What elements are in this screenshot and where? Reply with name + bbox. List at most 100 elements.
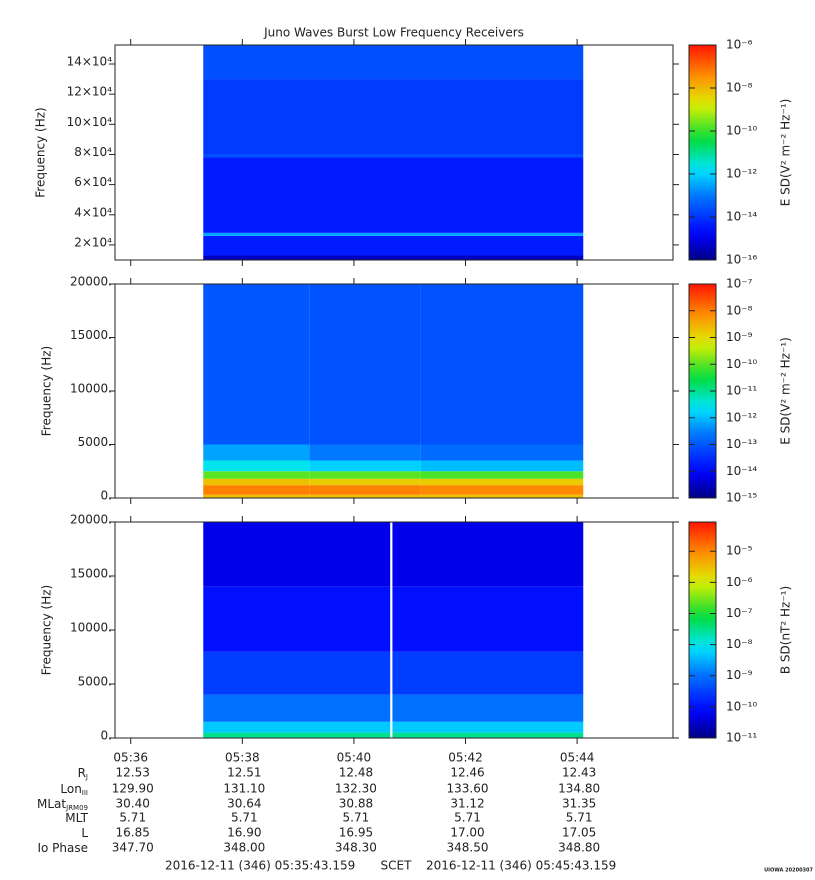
ephemeris-value: 129.90 (112, 782, 154, 796)
y-axis-label: Frequency (Hz) (40, 346, 54, 437)
spectrogram-cell (309, 444, 421, 461)
spectrogram-cell (203, 460, 310, 472)
spectrogram-cell (203, 235, 584, 256)
ephemeris-value: 16.95 (339, 826, 373, 840)
y-tick-label: 5000. (78, 675, 112, 689)
colorbar-tick-label: 10⁻⁷ (726, 606, 753, 620)
y-tick-label: 12×10⁴ (67, 85, 113, 99)
chart-title: Juno Waves Burst Low Frequency Receivers (263, 26, 524, 40)
colorbar-tick-label: 10⁻⁷ (726, 277, 753, 291)
spectrogram-cell (203, 284, 310, 445)
ephemeris-label: RJ (78, 766, 88, 782)
spectrogram-cell (420, 471, 584, 479)
ephemeris-value: 348.80 (558, 841, 600, 855)
x-tick-label: 05:36 (113, 751, 148, 765)
y-tick-label: 10000. (70, 621, 112, 635)
spectrogram-cell (420, 478, 584, 486)
colorbar-tick-label: 10⁻¹⁶ (726, 253, 757, 267)
colorbar-label: E SD(V² m⁻² Hz⁻¹) (779, 99, 793, 207)
colorbar-tick-label: 10⁻⁸ (726, 637, 753, 651)
y-axis-label: Frequency (Hz) (40, 585, 54, 676)
ephemeris-label-sub: JRM09 (65, 804, 88, 812)
credit: UIOWA 20200307 (764, 868, 813, 874)
spectrogram-cell (420, 485, 584, 495)
spectrogram-cell (309, 494, 421, 498)
spectrogram-cell (420, 444, 584, 461)
colorbar-tick-label: 10⁻¹⁰ (726, 124, 757, 138)
spectrogram-cell (203, 478, 310, 486)
ephemeris-value: 12.48 (339, 766, 373, 780)
ephemeris-value: 133.60 (447, 782, 489, 796)
colorbar-tick-label: 10⁻¹³ (726, 437, 757, 451)
spectrogram-cell (203, 471, 310, 479)
spectrogram-cell (309, 284, 421, 445)
colorbar-tick-label: 10⁻⁹ (726, 330, 753, 344)
ephemeris-value: 348.50 (447, 841, 489, 855)
ephemeris-label: MLT (65, 811, 88, 825)
spectrogram-cell (203, 651, 391, 695)
ephemeris-value: 348.30 (335, 841, 377, 855)
spectrogram-cell (420, 460, 584, 472)
spectrogram-cell (203, 157, 584, 233)
y-tick-label: 6×10⁴ (74, 175, 112, 189)
spectrogram-cell (203, 522, 391, 587)
ephemeris-value: 16.90 (227, 826, 261, 840)
spectrogram-cell (309, 460, 421, 472)
y-tick-label: 8×10⁴ (74, 145, 112, 159)
spectrogram-cell (420, 284, 584, 445)
spectrogram-cell (392, 721, 584, 733)
spectrogram-cell (309, 478, 421, 486)
y-axis-label: Frequency (Hz) (34, 107, 48, 198)
y-tick-label: 4×10⁴ (74, 205, 112, 219)
spectrogram-cell (203, 721, 391, 733)
colorbar (688, 44, 717, 261)
ephemeris-label-main: MLat (37, 797, 66, 811)
ephemeris-value: 30.40 (116, 797, 150, 811)
plot-frame (114, 44, 674, 261)
ephemeris-value: 12.51 (227, 766, 261, 780)
y-tick-label: 0. (101, 489, 112, 503)
ephemeris-value: 134.80 (558, 782, 600, 796)
ephemeris-label: MLatJRM09 (37, 797, 88, 813)
ephemeris-value: 5.71 (231, 811, 258, 825)
colorbar-tick-label: 10⁻¹⁰ (726, 357, 757, 371)
ephemeris-value: 347.70 (112, 841, 154, 855)
colorbar-tick-label: 10⁻⁵ (726, 544, 753, 558)
y-tick-label: 0. (101, 729, 112, 743)
y-tick-label: 10×10⁴ (67, 115, 113, 129)
spectrogram-cell (203, 586, 391, 652)
ephemeris-label-main: Lon (60, 782, 81, 796)
spectrogram-cell (203, 732, 391, 738)
x-tick-label: 05:40 (337, 751, 372, 765)
colorbar-tick-label: 10⁻⁶ (726, 575, 753, 589)
colorbar-tick-label: 10⁻¹¹ (726, 731, 757, 745)
colorbar-tick-label: 10⁻⁸ (726, 81, 753, 95)
spectrogram-cell (203, 79, 584, 155)
y-tick-label: 2×10⁴ (74, 235, 112, 249)
y-tick-label: 14×10⁴ (67, 54, 113, 68)
ephemeris-label-sub: III (82, 789, 88, 797)
spectrogram-cell (309, 485, 421, 495)
spectrogram-cell (203, 45, 584, 80)
colorbar-tick-label: 10⁻¹⁵ (726, 491, 757, 505)
ephemeris-label-main: R (78, 766, 86, 780)
ephemeris-value: 5.71 (119, 811, 146, 825)
spectrogram-cell (392, 522, 584, 587)
spectrogram-cell (203, 255, 584, 260)
ephemeris-value: 5.71 (566, 811, 593, 825)
spectrogram-cell (392, 651, 584, 695)
ephemeris-value: 17.00 (450, 826, 484, 840)
ephemeris-label: L (81, 826, 88, 840)
x-tick-label: 05:42 (448, 751, 483, 765)
ephemeris-value: 12.53 (116, 766, 150, 780)
ephemeris-value: 132.30 (335, 782, 377, 796)
ephemeris-label-main: Io Phase (37, 841, 88, 855)
spectrogram-cell (309, 471, 421, 479)
spectrogram-cell (203, 232, 584, 236)
ephemeris-value: 5.71 (454, 811, 481, 825)
spectrogram-cell (420, 494, 584, 498)
spectrogram-cell (392, 586, 584, 652)
ephemeris-value: 12.43 (562, 766, 596, 780)
ephemeris-label: Io Phase (37, 841, 88, 855)
